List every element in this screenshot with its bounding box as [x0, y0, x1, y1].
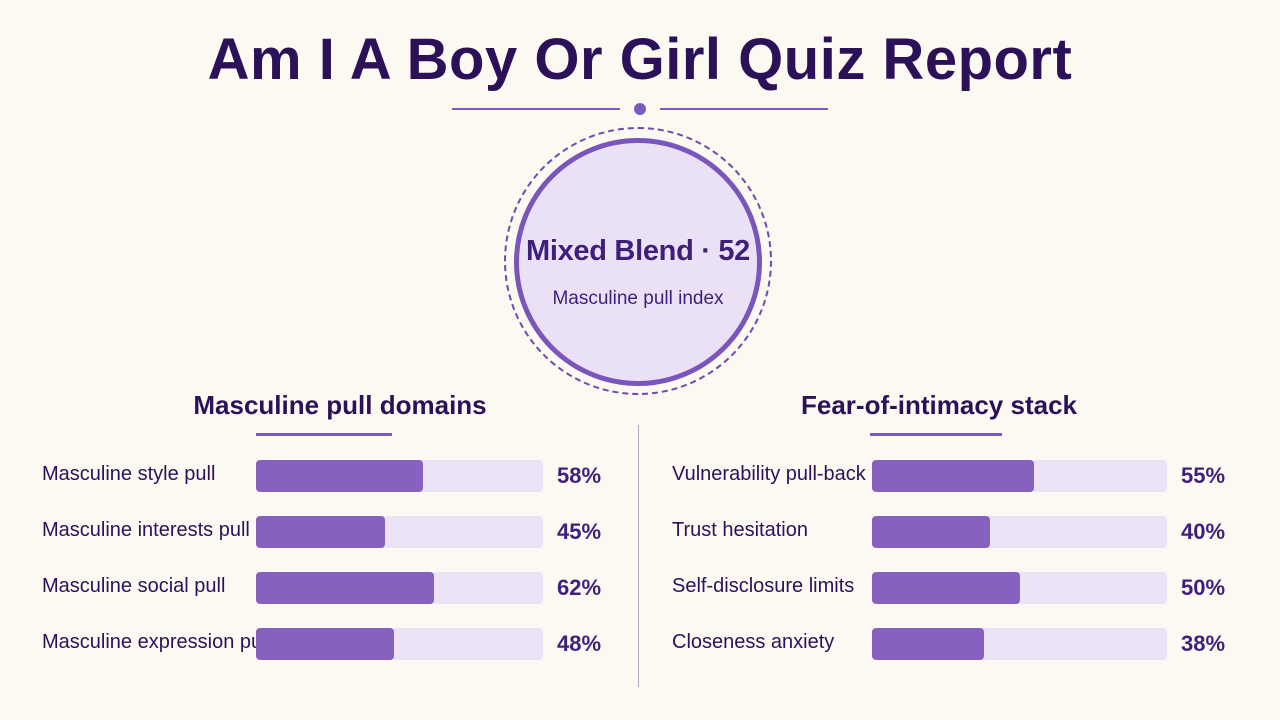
intimacy-bar [872, 516, 990, 548]
masculine-bar [256, 572, 434, 604]
right-chart-title-underline [870, 433, 1002, 436]
masculine-bar-value-label: 58% [557, 463, 602, 488]
masculine-bar-value-label: 45% [557, 519, 602, 544]
intimacy-bar-label: Trust hesitation [672, 519, 808, 541]
intimacy-bar-value-label: 55% [1181, 463, 1226, 488]
page-title: Am I A Boy Or Girl Quiz Report [207, 27, 1073, 92]
masculine-bar-track [256, 572, 543, 604]
result-badge [514, 138, 762, 386]
intimacy-bar [872, 572, 1020, 604]
masculine-bar-label: Masculine style pull [42, 463, 216, 485]
left-chart-title-underline [256, 433, 392, 436]
intimacy-bar-track [872, 628, 1167, 660]
title-rule-left [452, 108, 620, 110]
intimacy-bar [872, 460, 1035, 492]
intimacy-bar-track [872, 460, 1167, 492]
intimacy-bar-label: Closeness anxiety [672, 631, 835, 653]
result-headline: Mixed Blend · 52 [525, 235, 751, 267]
masculine-bar [256, 628, 394, 660]
masculine-bar-label: Masculine expression pull [42, 631, 272, 653]
intimacy-bar-label: Vulnerability pull-back [672, 463, 866, 485]
intimacy-bar-track [872, 572, 1167, 604]
masculine-bar-value-label: 62% [557, 575, 602, 600]
masculine-bar [256, 516, 386, 548]
masculine-bar-track [256, 460, 543, 492]
intimacy-bar-value-label: 50% [1181, 575, 1226, 600]
masculine-bar-label: Masculine interests pull [42, 519, 250, 541]
intimacy-bar-value-label: 38% [1181, 631, 1226, 656]
title-divider-dot [634, 103, 646, 115]
intimacy-bar-value-label: 40% [1181, 519, 1226, 544]
masculine-bar-label: Masculine social pull [42, 575, 226, 597]
intimacy-bar-track [872, 516, 1167, 548]
intimacy-bar [872, 628, 985, 660]
masculine-bar-track [256, 516, 543, 548]
masculine-bar-track [256, 628, 543, 660]
masculine-bar [256, 460, 423, 492]
intimacy-bar-label: Self-disclosure limits [672, 575, 855, 597]
result-subtitle: Masculine pull index [552, 288, 724, 309]
title-rule-right [660, 108, 828, 110]
panel-divider [638, 425, 639, 687]
left-chart-title: Masculine pull domains [193, 390, 487, 420]
result-badge-outer-ring [504, 127, 772, 395]
masculine-bar-value-label: 48% [557, 631, 602, 656]
right-chart-title: Fear-of-intimacy stack [801, 390, 1077, 420]
